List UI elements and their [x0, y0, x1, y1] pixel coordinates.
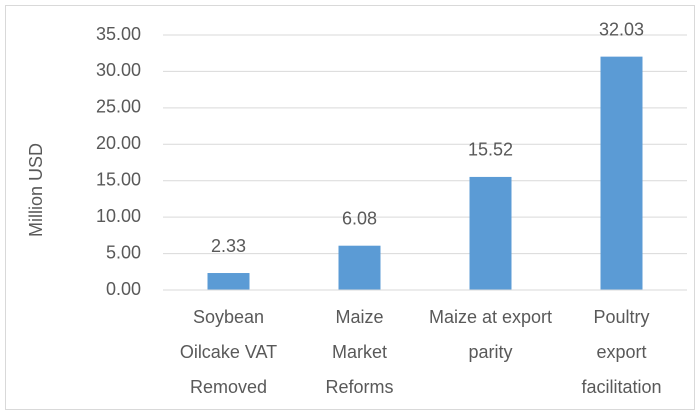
data-label: 2.33	[211, 236, 246, 256]
x-tick-label: Maize Market Reforms	[325, 307, 394, 397]
data-label: 32.03	[599, 19, 644, 39]
y-tick-label: 15.00	[96, 169, 141, 189]
bar	[600, 56, 643, 290]
x-tick-label: Soybean Oilcake VAT Removed	[179, 307, 278, 397]
y-tick-label: 35.00	[96, 24, 141, 44]
y-tick-label: 20.00	[96, 133, 141, 153]
y-tick-label: 5.00	[106, 242, 141, 262]
x-tick-label: Poultry export facilitation	[581, 307, 662, 397]
x-tick-label: Maize at export parity	[428, 307, 553, 362]
y-tick-label: 25.00	[96, 97, 141, 117]
data-label: 6.08	[342, 208, 377, 228]
y-tick-label: 30.00	[96, 60, 141, 80]
y-tick-label: 0.00	[106, 279, 141, 299]
data-label: 15.52	[468, 140, 513, 160]
chart-border	[5, 5, 695, 410]
y-tick-label: 10.00	[96, 206, 141, 226]
bar	[469, 176, 512, 290]
bar	[207, 273, 250, 290]
y-axis-label: Million USD	[26, 143, 46, 237]
bar	[338, 245, 381, 290]
